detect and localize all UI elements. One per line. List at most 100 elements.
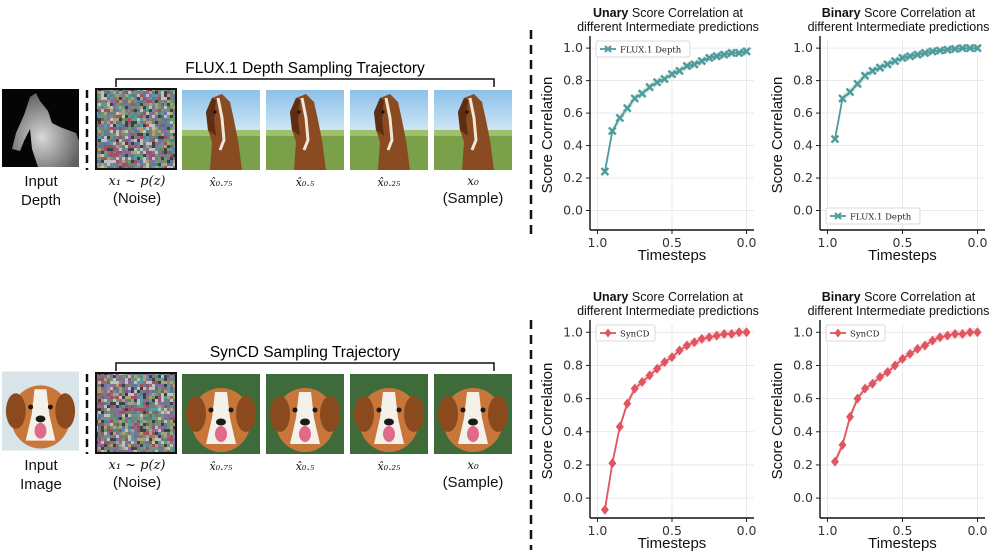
trajectory-brace — [115, 362, 495, 371]
final-formula: x₀ — [467, 458, 479, 472]
x-axis-label: Timesteps — [638, 247, 707, 264]
final-caption: (Sample) — [442, 190, 504, 207]
confidence-band — [604, 47, 747, 176]
data-point — [652, 77, 662, 87]
data-point — [630, 383, 639, 394]
data-point — [883, 367, 892, 378]
y-tick-label: 0.0 — [563, 203, 583, 218]
x-tick-label: 0.0 — [737, 235, 757, 250]
chart-title: Binary Score Correlation at — [822, 6, 976, 20]
chart-title-line2: different Intermediate predictions — [577, 20, 759, 34]
x-tick-label: 0.5 — [893, 523, 913, 538]
data-point — [861, 383, 869, 394]
y-tick-label: 1.0 — [563, 40, 583, 55]
input-depth-image — [2, 89, 79, 167]
noise-caption: (Noise) — [112, 190, 162, 207]
chart-title: Binary Score Correlation at — [822, 290, 976, 304]
y-tick-label: 0.8 — [563, 357, 583, 372]
final-caption: (Sample) — [442, 474, 504, 491]
y-tick-label: 0.6 — [793, 105, 813, 120]
chart-title: Unary Score Correlation at — [593, 290, 744, 304]
data-point — [600, 167, 610, 176]
trajectory-title: SynCD Sampling Trajectory — [209, 344, 401, 361]
y-tick-label: 0.0 — [793, 203, 813, 218]
input-label-line2: Depth — [20, 192, 62, 209]
data-point — [690, 60, 699, 69]
data-point — [638, 377, 647, 388]
step-label: x̂₀.₅ — [295, 460, 315, 473]
input-label-line2: Image — [20, 476, 62, 493]
y-tick-label: 0.6 — [563, 391, 583, 406]
x-axis-label: Timesteps — [868, 535, 937, 552]
step-image — [182, 90, 260, 170]
data-point — [906, 348, 914, 359]
data-point — [704, 53, 714, 63]
legend: SynCD — [825, 324, 886, 342]
data-point — [675, 66, 684, 76]
data-point — [898, 53, 907, 63]
data-point — [742, 47, 751, 56]
input-separator — [85, 90, 89, 170]
chart-title-line2: different Intermediate predictions — [577, 304, 759, 318]
data-point — [742, 327, 751, 338]
data-point — [615, 421, 624, 432]
data-point — [905, 51, 915, 61]
y-tick-label: 0.4 — [563, 424, 583, 439]
input-label: Input Depth — [2, 172, 80, 210]
y-tick-label: 0.4 — [563, 138, 583, 153]
y-tick-label: 0.8 — [793, 357, 813, 372]
data-point — [890, 56, 900, 66]
data-point — [883, 60, 892, 69]
y-tick-label: 0.0 — [563, 490, 583, 505]
y-tick-label: 0.6 — [793, 391, 813, 406]
legend-label: FLUX.1 Depth — [850, 213, 912, 223]
x-tick-label: 0.0 — [968, 523, 988, 538]
data-point — [966, 327, 974, 338]
data-point — [920, 48, 930, 58]
data-point — [653, 363, 662, 374]
y-axis-label: Score Correlation — [769, 77, 786, 194]
data-point — [846, 411, 854, 422]
y-axis-label: Score Correlation — [769, 363, 786, 480]
x-axis-label: Timesteps — [868, 247, 937, 264]
data-point — [838, 94, 847, 103]
data-point — [667, 69, 677, 79]
data-point — [712, 330, 721, 341]
data-point — [719, 50, 729, 59]
data-point — [898, 353, 907, 364]
data-point — [615, 113, 625, 123]
step-label: x̂₀.₇₅ — [209, 460, 233, 473]
data-point — [921, 340, 929, 351]
y-tick-label: 1.0 — [563, 324, 583, 339]
data-point — [935, 46, 945, 55]
data-point — [668, 352, 676, 363]
data-point — [838, 440, 847, 451]
y-axis-label: Score Correlation — [539, 363, 556, 480]
x-tick-label: 1.0 — [588, 235, 608, 250]
step-label: x̂₀.₅ — [295, 176, 315, 189]
data-point — [876, 372, 884, 383]
data-point — [712, 51, 722, 61]
chart-title: Unary Score Correlation at — [593, 6, 744, 20]
data-point — [645, 82, 654, 92]
data-point — [853, 79, 862, 89]
data-point — [958, 328, 967, 339]
legend: SynCD — [595, 324, 656, 342]
noise-formula: x₁ ~ p(z) — [108, 458, 166, 473]
x-tick-label: 1.0 — [818, 235, 838, 250]
data-point — [697, 56, 707, 66]
input-separator — [85, 374, 89, 454]
y-tick-label: 0.8 — [793, 73, 813, 88]
input-label-line1: Input — [24, 457, 58, 474]
legend-label: SynCD — [850, 330, 880, 340]
series-line — [834, 47, 978, 140]
sample-image — [434, 374, 512, 454]
data-point — [608, 458, 617, 469]
legend-label: SynCD — [620, 330, 650, 340]
y-tick-label: 0.8 — [563, 73, 583, 88]
input-image — [2, 371, 79, 451]
y-tick-label: 1.0 — [793, 40, 813, 55]
input-label: Input Image — [2, 456, 80, 494]
data-point — [860, 71, 870, 81]
